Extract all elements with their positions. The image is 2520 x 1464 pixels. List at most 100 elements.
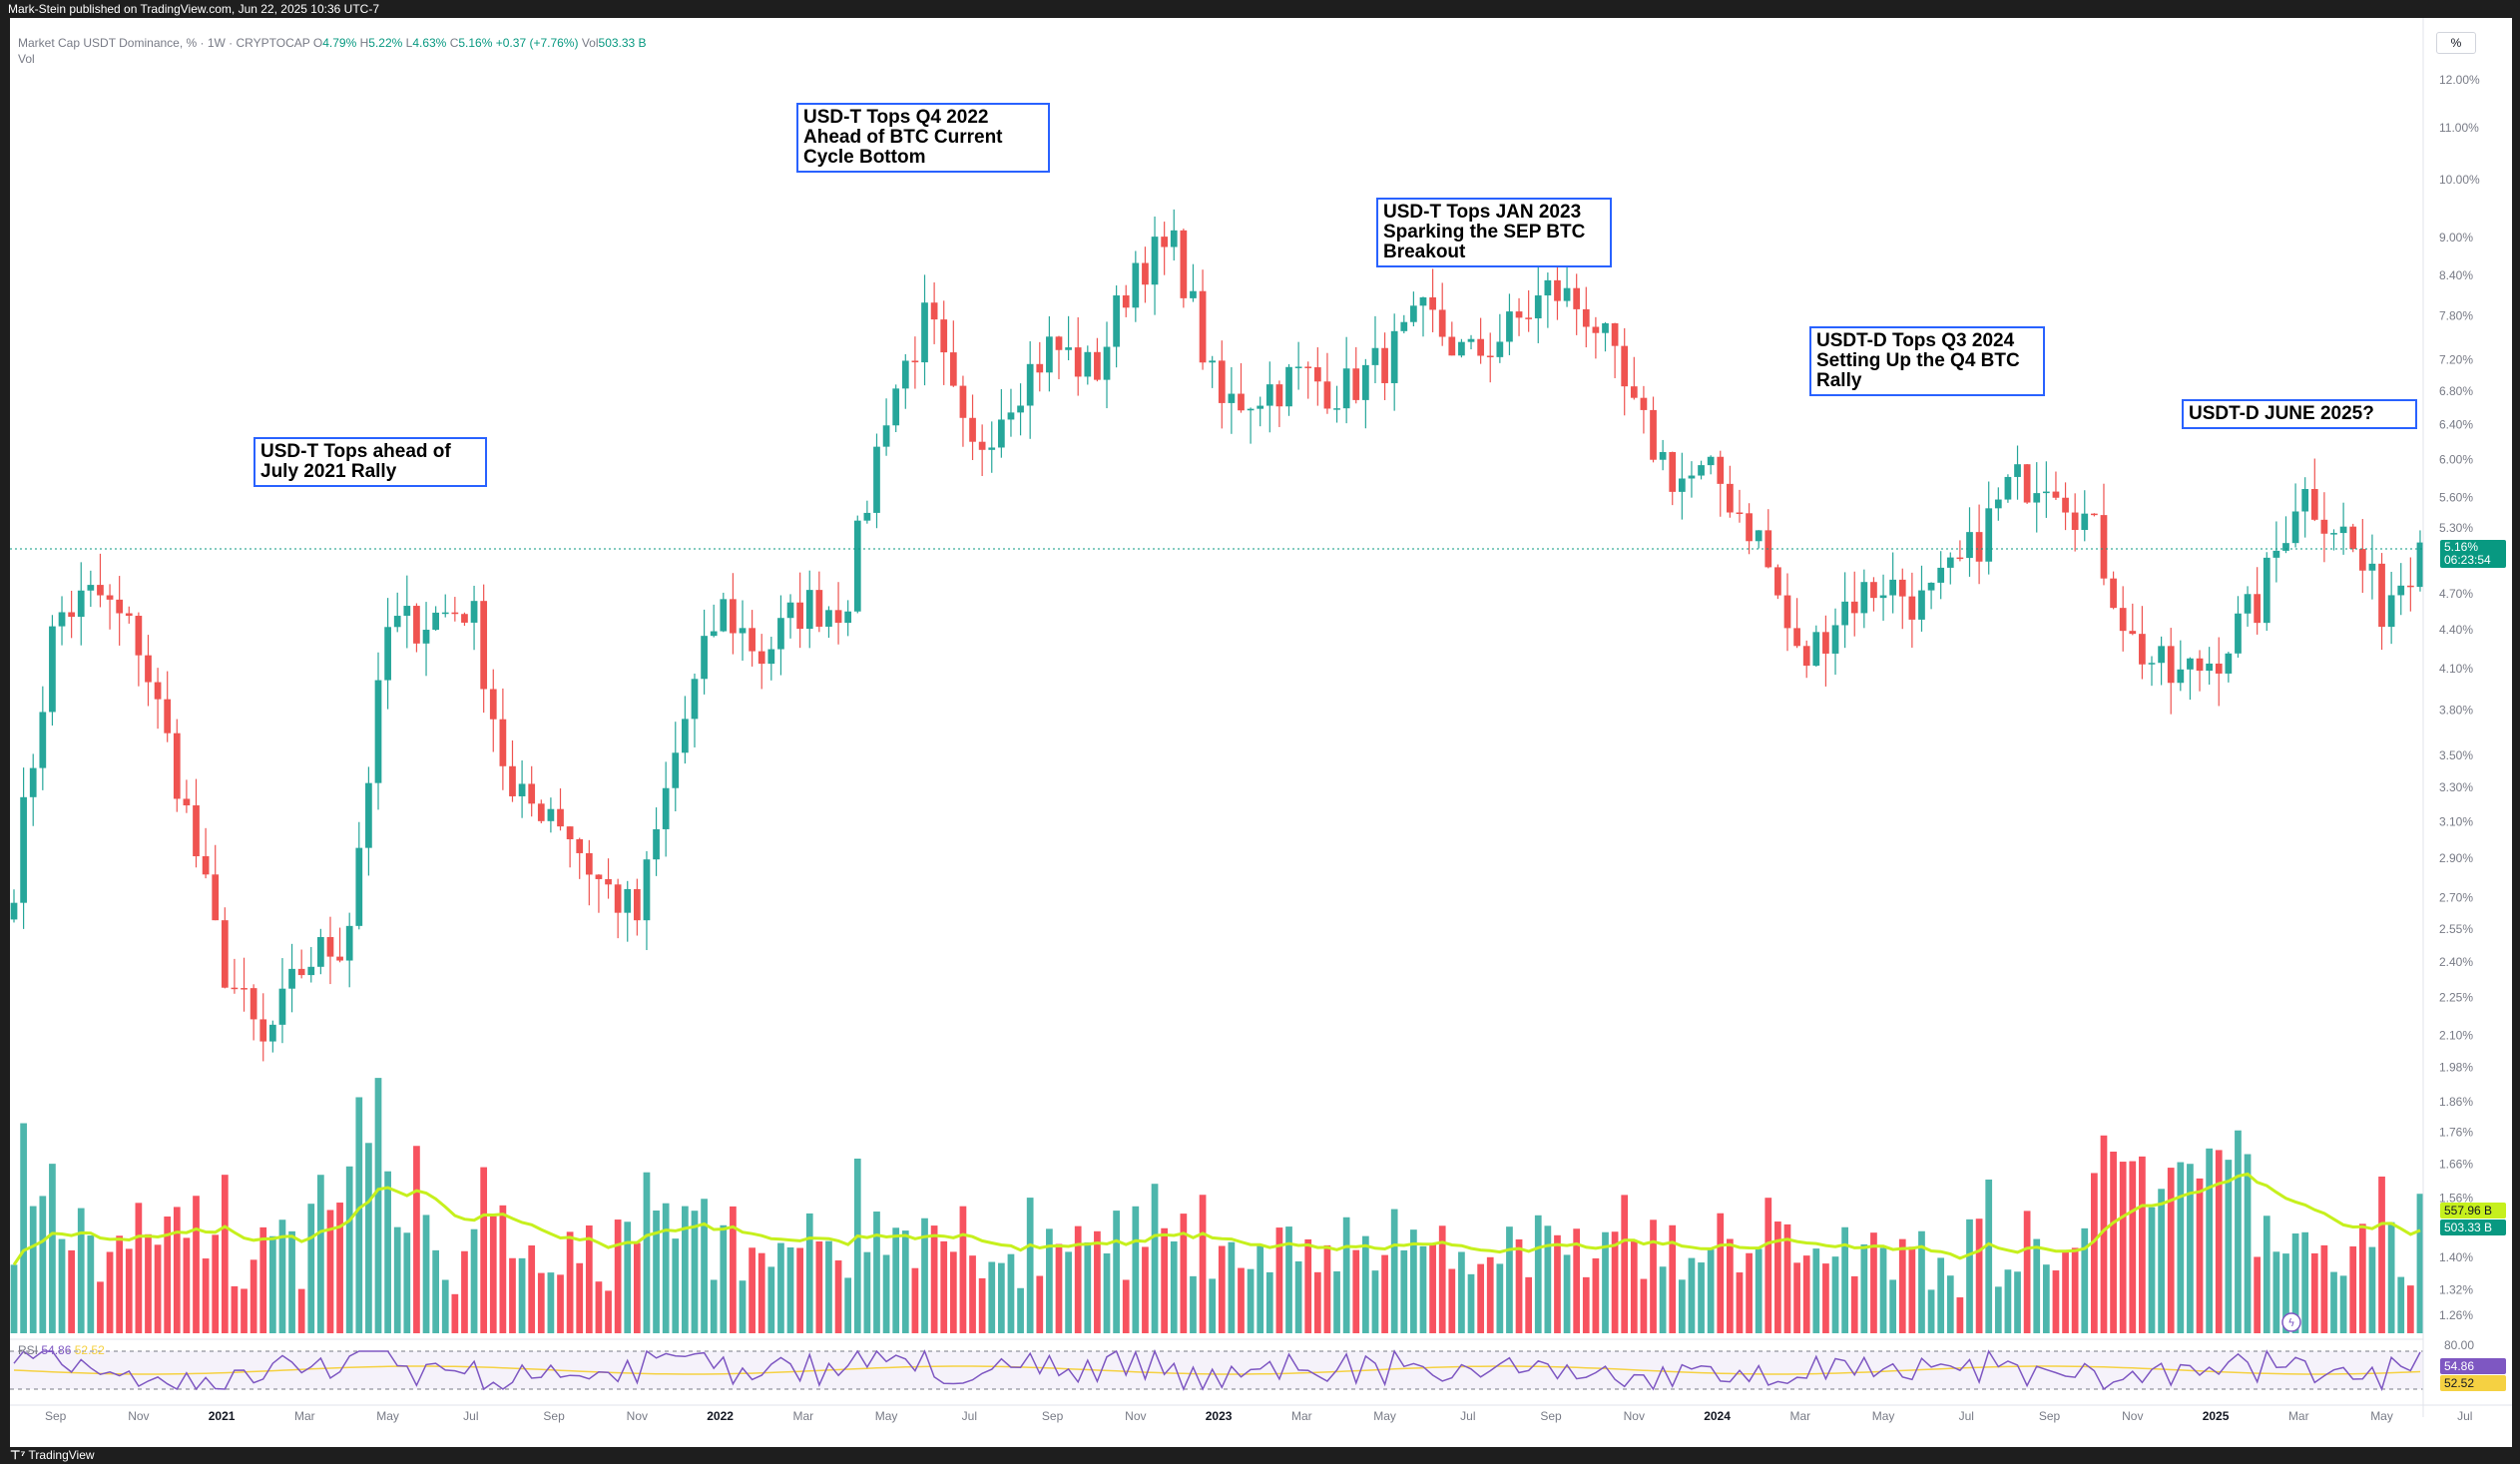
volume-bar [509, 1257, 516, 1333]
candle-body [1889, 579, 1897, 596]
x-tick-label: Sep [2039, 1409, 2061, 1423]
candle-body [978, 441, 986, 450]
volume-bar [892, 1227, 900, 1333]
volume-bar [499, 1205, 507, 1333]
volume-bar [259, 1226, 267, 1333]
volume-bar [317, 1175, 324, 1333]
volume-bar [901, 1230, 909, 1333]
volume-bar [2158, 1189, 2165, 1333]
volume-bar [1937, 1257, 1945, 1333]
x-tick-label: Mar [294, 1409, 315, 1423]
volume-bar [1534, 1215, 1542, 1333]
candle-body [1074, 347, 1082, 377]
y-tick-label: 1.40% [2439, 1250, 2473, 1264]
candle-body [288, 968, 295, 989]
volume-bar [853, 1158, 861, 1333]
candle-body [959, 385, 967, 418]
candle-body [97, 585, 104, 596]
candle-body [643, 859, 651, 921]
candle-body [1228, 393, 1236, 403]
candle-body [193, 805, 200, 857]
volume-bar [173, 1207, 181, 1333]
candle-body [413, 606, 420, 644]
volume-bar [77, 1208, 85, 1333]
price-axis-ticks[interactable]: 12.00% 11.00% 10.00% 9.00% 8.40% 7.80% 7.20% 6.… [2439, 73, 2480, 1322]
volume-bar [1017, 1287, 1024, 1333]
candle-body [1850, 601, 1858, 614]
candle-body [1026, 363, 1034, 406]
annotation-2021[interactable]: USD-T Tops ahead of July 2021 Rally [253, 437, 487, 487]
volume-bar [1103, 1252, 1111, 1333]
percent-scale-button[interactable]: % [2436, 32, 2476, 54]
candle-body [2310, 489, 2318, 520]
volume-bar [1802, 1255, 1810, 1333]
volume-bar [2081, 1227, 2089, 1333]
candle-body [1870, 582, 1877, 599]
volume-bar [1381, 1254, 1388, 1333]
volume-bar [1640, 1278, 1648, 1333]
volume-bar [805, 1213, 813, 1333]
candle-body [422, 630, 430, 644]
volume-bar [374, 1078, 382, 1333]
candle-body [786, 602, 794, 619]
volume-legend[interactable]: Vol [18, 52, 35, 66]
volume-bar [1994, 1286, 2002, 1333]
y-tick-label: 1.26% [2439, 1308, 2473, 1322]
candle-body [1400, 321, 1408, 331]
candle-body [202, 856, 210, 875]
vol-ma-tag: 557.96 B [2440, 1203, 2506, 1219]
annotation-2023[interactable]: USD-T Tops JAN 2023 Sparking the SEP BTC… [1376, 198, 1612, 267]
volume-bar [1908, 1246, 1916, 1333]
annotation-2022[interactable]: USD-T Tops Q4 2022 Ahead of BTC Current … [796, 103, 1050, 173]
y-tick-label: 7.20% [2439, 353, 2473, 367]
volume-bar [2129, 1161, 2137, 1333]
volume-bar [2358, 1223, 2366, 1333]
y-tick-label: 3.10% [2439, 814, 2473, 828]
candle-body [605, 878, 612, 885]
rsi-line [13, 1348, 2421, 1392]
candle-body [863, 512, 871, 521]
x-tick-label: Jul [1460, 1409, 1475, 1423]
volume-bar [959, 1206, 967, 1333]
candle-body [164, 699, 172, 733]
x-tick-label: May [2370, 1409, 2393, 1423]
candle-body [1966, 532, 1973, 559]
candle-body [1238, 393, 1245, 411]
volume-bar [2148, 1207, 2156, 1333]
volume-bar [2196, 1178, 2204, 1333]
rsi-label: RSI [18, 1343, 39, 1357]
y-tick-label: 2.25% [2439, 991, 2473, 1005]
rsi-legend[interactable]: RSI 54.86 52.52 [18, 1343, 105, 1357]
volume-bar [355, 1097, 363, 1333]
symbol-legend[interactable]: Market Cap USDT Dominance, % · 1W · CRYP… [18, 36, 647, 50]
volume-bar [1084, 1241, 1092, 1333]
candle-body [297, 968, 305, 976]
published-text: Mark-Stein published on TradingView.com,… [8, 2, 379, 16]
candle-body [29, 767, 37, 797]
volume-bar [1371, 1270, 1379, 1333]
candle-body [1218, 360, 1226, 403]
candle-body [39, 712, 47, 768]
volume-bar [949, 1251, 957, 1333]
annotation-2024[interactable]: USDT-D Tops Q3 2024 Setting Up the Q4 BT… [1809, 326, 2045, 396]
annotation-2025[interactable]: USDT-D JUNE 2025? [2182, 399, 2417, 429]
volume-bar [749, 1247, 756, 1333]
time-axis-ticks[interactable]: Sep Nov 2021 Mar May Jul Sep Nov 2022 Mar May Jul Se… [45, 1409, 2520, 1423]
lightning-icon[interactable] [2281, 1312, 2301, 1332]
volume-bar [49, 1164, 56, 1333]
candle-body [882, 425, 890, 447]
volume-bar [451, 1293, 459, 1333]
candle-body [10, 902, 18, 920]
candle-body [901, 360, 909, 389]
candle-body [2416, 542, 2424, 588]
x-tick-label: Nov [2122, 1409, 2143, 1423]
candle-body [662, 787, 670, 829]
volume-bar [1755, 1248, 1763, 1333]
candle-body [1161, 237, 1169, 247]
volume-bar [1573, 1228, 1581, 1333]
candle-body [767, 649, 775, 665]
open-value: 4.79% [322, 36, 357, 50]
candle-body [1812, 632, 1820, 667]
candle-body [739, 628, 747, 634]
